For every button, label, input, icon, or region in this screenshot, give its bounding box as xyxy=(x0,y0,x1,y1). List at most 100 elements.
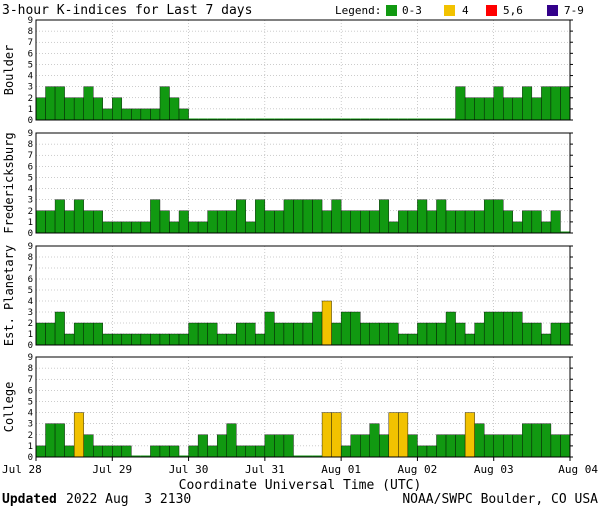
k-index-bar xyxy=(522,86,533,121)
k-index-bar xyxy=(255,333,266,346)
k-index-bar xyxy=(483,434,494,458)
k-index-bar xyxy=(93,210,103,234)
legend-swatch-7-9 xyxy=(547,5,558,16)
k-index-bar xyxy=(322,118,332,120)
k-index-bar xyxy=(112,333,123,346)
k-index-bar xyxy=(464,333,475,346)
k-index-bar xyxy=(54,311,65,346)
k-index-bar xyxy=(198,118,208,120)
k-index-bar xyxy=(560,434,571,458)
k-index-bar xyxy=(73,322,84,346)
y-tick-label: 3 xyxy=(28,420,33,430)
y-tick-label: 6 xyxy=(28,162,33,172)
k-index-bar xyxy=(426,210,437,234)
k-index-bar xyxy=(207,445,218,458)
k-index-bar xyxy=(493,199,504,234)
x-tick-label: Jul 29 xyxy=(92,463,132,476)
k-index-bar xyxy=(112,221,123,234)
k-index-bar xyxy=(35,97,46,121)
k-index-bar xyxy=(197,221,208,234)
k-index-bar xyxy=(550,322,561,346)
k-index-bar xyxy=(150,199,161,234)
y-tick-label: 8 xyxy=(28,364,33,374)
k-index-bar xyxy=(512,434,523,458)
y-tick-label: 6 xyxy=(28,275,33,285)
k-index-bar xyxy=(474,210,485,234)
k-index-bar xyxy=(64,445,75,458)
y-tick-label: 2 xyxy=(28,319,33,329)
legend-item-4: 4 xyxy=(462,4,469,17)
bars xyxy=(35,86,571,121)
k-index-bar xyxy=(274,434,285,458)
y-tick-label: 8 xyxy=(28,253,33,263)
k-index-bar xyxy=(188,221,199,234)
k-index-bar xyxy=(293,118,303,120)
footer-updated-label: Updated xyxy=(2,492,57,507)
y-tick-label: 7 xyxy=(28,38,33,48)
panel-label: Est. Planetary xyxy=(2,245,16,346)
k-index-bar xyxy=(102,221,113,234)
k-index-bar xyxy=(417,322,428,346)
k-index-bar xyxy=(303,118,313,120)
k-index-bar xyxy=(83,434,94,458)
panel-frame xyxy=(35,356,571,458)
k-index-bar xyxy=(64,210,75,234)
k-index-bar xyxy=(398,210,409,234)
k-index-bar xyxy=(274,322,285,346)
k-index-bar xyxy=(550,434,561,458)
x-tick-label: Jul 31 xyxy=(245,463,285,476)
k-index-bar xyxy=(150,445,161,458)
y-tick-label: 5 xyxy=(28,173,33,183)
k-index-bar xyxy=(264,210,275,234)
k-index-bar xyxy=(73,199,84,234)
footer-credit: NOAA/SWPC Boulder, CO USA xyxy=(402,492,598,507)
k-index-bar xyxy=(340,210,351,234)
k-index-bar xyxy=(369,118,380,120)
k-index-bar xyxy=(293,455,303,457)
k-index-bar xyxy=(216,210,227,234)
y-tick-label: 4 xyxy=(28,72,33,82)
k-index-bar xyxy=(321,412,332,458)
k-index-bar xyxy=(245,118,256,120)
k-index-bar xyxy=(54,423,65,458)
x-axis-ticks: Jul 28 Jul 29 Jul 30 Jul 31 Aug 01 Aug 02 Aug … xyxy=(2,457,598,476)
k-index-bar xyxy=(360,322,370,346)
y-tick-label: 1 xyxy=(28,442,33,452)
k-index-bar xyxy=(388,118,399,120)
k-index-bar xyxy=(35,322,46,346)
k-index-bar xyxy=(169,445,180,458)
k-index-bar xyxy=(398,333,409,346)
k-index-bar xyxy=(407,118,418,120)
k-index-bar xyxy=(236,322,246,346)
k-index-bar xyxy=(64,333,75,346)
panel-label: College xyxy=(2,382,16,433)
k-index-bar xyxy=(188,118,199,120)
k-index-bar xyxy=(188,322,199,346)
k-index-bar xyxy=(54,86,65,121)
k-index-bar xyxy=(483,97,494,121)
y-tick-label: 3 xyxy=(28,308,33,318)
k-index-bar xyxy=(236,445,246,458)
k-index-bar xyxy=(93,322,103,346)
k-index-bar xyxy=(45,86,56,121)
k-index-bar xyxy=(321,210,332,234)
x-tick-label: Aug 02 xyxy=(398,463,438,476)
y-tick-label: 9 xyxy=(28,129,33,139)
y-tick-label: 5 xyxy=(28,60,33,70)
k-index-bar xyxy=(426,445,437,458)
k-index-bar xyxy=(236,118,246,120)
x-axis-label: Coordinate Universal Time (UTC) xyxy=(179,478,422,493)
legend-item-5-6: 5,6 xyxy=(503,4,523,17)
k-index-bar xyxy=(64,97,75,121)
k-index-bar xyxy=(102,445,113,458)
k-index-bar xyxy=(264,434,275,458)
y-tick-label: 3 xyxy=(28,83,33,93)
k-index-bar xyxy=(445,210,456,234)
y-tick-label: 5 xyxy=(28,286,33,296)
k-index-bar xyxy=(226,333,237,346)
k-index-bar xyxy=(283,118,294,120)
y-tick-label: 1 xyxy=(28,105,33,115)
k-index-bar xyxy=(331,322,342,346)
k-index-bar xyxy=(274,210,285,234)
